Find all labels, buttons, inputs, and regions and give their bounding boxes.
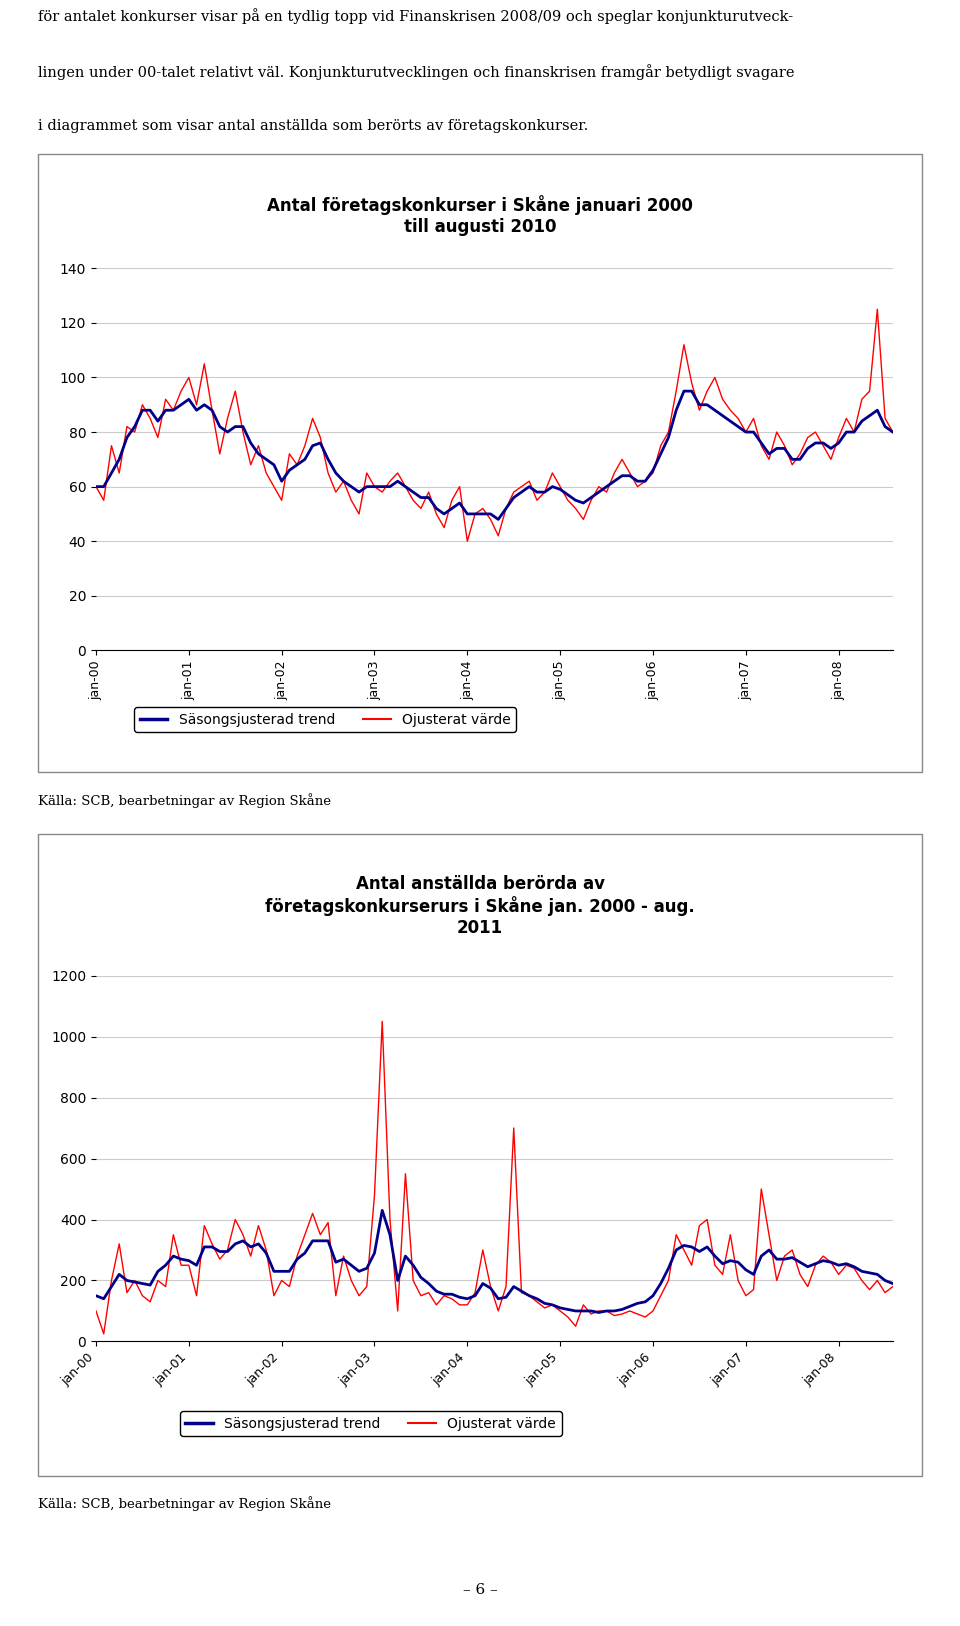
Text: Källa: SCB, bearbetningar av Region Skåne: Källa: SCB, bearbetningar av Region Skån… [38, 1496, 331, 1511]
Text: Antal anställda berörda av
företagskonkurserurs i Skåne jan. 2000 - aug.
2011: Antal anställda berörda av företagskonku… [265, 875, 695, 937]
Legend: Säsongsjusterad trend, Ojusterat värde: Säsongsjusterad trend, Ojusterat värde [134, 707, 516, 732]
Text: för antalet konkurser visar på en tydlig topp vid Finanskrisen 2008/09 och spegl: för antalet konkurser visar på en tydlig… [38, 8, 794, 24]
Text: lingen under 00-talet relativt väl. Konjunkturutvecklingen och finanskrisen fram: lingen under 00-talet relativt väl. Konj… [38, 63, 795, 80]
Legend: Säsongsjusterad trend, Ojusterat värde: Säsongsjusterad trend, Ojusterat värde [180, 1411, 562, 1436]
Text: Antal företagskonkurser i Skåne januari 2000
till augusti 2010: Antal företagskonkurser i Skåne januari … [267, 195, 693, 236]
Text: Källa: SCB, bearbetningar av Region Skåne: Källa: SCB, bearbetningar av Region Skån… [38, 793, 331, 808]
Text: – 6 –: – 6 – [463, 1582, 497, 1597]
Text: i diagrammet som visar antal anställda som berörts av företagskonkurser.: i diagrammet som visar antal anställda s… [38, 119, 588, 133]
